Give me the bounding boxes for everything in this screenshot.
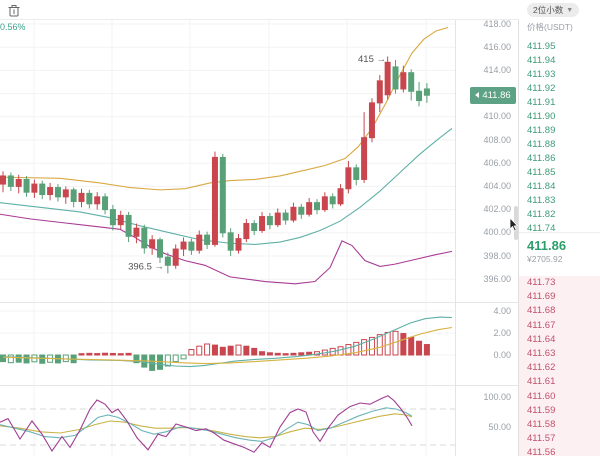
badge-price: 411.86 <box>482 89 511 101</box>
bid-row[interactable]: 411.58 <box>519 417 600 433</box>
current-price-block: 411.86 ¥2705.92 <box>519 232 600 276</box>
price-tick-label: 396.00 <box>483 273 511 284</box>
price-tick-label: 4.00 <box>493 305 511 316</box>
bid-row[interactable]: 411.57 <box>519 432 600 447</box>
price-tick-label: 418.00 <box>483 18 511 29</box>
ask-row[interactable]: 411.89 <box>527 125 556 136</box>
bid-row[interactable]: 411.63 <box>519 346 600 362</box>
asks-list: 411.95 411.94 411.93 411.92 411.91 411.90 411.… <box>519 40 600 236</box>
chart-toolbar <box>0 0 519 20</box>
price-tick-label: 0.00 <box>493 349 511 360</box>
ask-row[interactable]: 411.90 <box>527 111 556 122</box>
order-book-scrollbar[interactable] <box>514 206 518 240</box>
bid-row[interactable]: 411.69 <box>519 290 600 305</box>
price-tick-label: 410.00 <box>483 111 511 122</box>
price-tick-label: 404.00 <box>483 180 511 191</box>
ask-row[interactable]: 411.93 <box>527 69 556 80</box>
bid-row[interactable]: 411.64 <box>519 332 600 347</box>
price-tick-label: 402.00 <box>483 204 511 215</box>
ask-row[interactable]: 411.91 <box>527 97 556 108</box>
axis-separator <box>455 0 456 456</box>
decimals-dropdown[interactable]: 2位小数 ▼ <box>527 3 580 17</box>
current-price: 411.86 <box>527 238 567 253</box>
ask-row[interactable]: 411.88 <box>527 139 556 150</box>
price-tick-label: 100.00 <box>483 391 511 402</box>
price-tick-label: 414.00 <box>483 64 511 75</box>
bid-row[interactable]: 411.73 <box>519 276 600 291</box>
price-tick-label: 408.00 <box>483 134 511 145</box>
panel-separator <box>0 385 519 386</box>
ask-row[interactable]: 411.83 <box>527 195 556 206</box>
bid-row[interactable]: 411.60 <box>519 389 600 404</box>
bid-row[interactable]: 411.68 <box>519 304 600 319</box>
price-tick-label: 398.00 <box>483 250 511 261</box>
change-percent-label: 0.56% <box>0 22 26 32</box>
chart-annotation: 396.5 → <box>128 261 164 272</box>
delete-indicator-icon[interactable] <box>8 4 20 17</box>
bid-row[interactable]: 411.61 <box>519 375 600 390</box>
ask-row[interactable]: 411.94 <box>527 55 556 66</box>
current-price-cny: ¥2705.92 <box>527 254 563 264</box>
ask-row[interactable]: 411.74 <box>527 223 556 234</box>
bids-list: 411.73 411.69 411.68 411.67 411.64 411.63 411.… <box>519 276 600 456</box>
price-chart[interactable]: 415 → 396.5 → <box>0 0 456 456</box>
chart-annotation: 415 → <box>358 54 386 65</box>
order-book-header: 价格(USDT) <box>527 22 573 32</box>
current-price-badge: 411.86 <box>470 86 516 104</box>
ask-row[interactable]: 411.95 <box>527 41 556 52</box>
price-tick-label: 2.00 <box>493 327 511 338</box>
price-tick-label: 50.00 <box>488 421 511 432</box>
panel-separator <box>0 302 519 303</box>
ask-row[interactable]: 411.85 <box>527 167 556 178</box>
bid-row[interactable]: 411.56 <box>519 446 600 456</box>
ask-row[interactable]: 411.92 <box>527 83 556 94</box>
ask-row[interactable]: 411.84 <box>527 181 556 192</box>
orderbook-separator <box>518 0 519 456</box>
ask-row[interactable]: 411.82 <box>527 209 556 220</box>
mouse-cursor <box>509 218 519 232</box>
ask-row[interactable]: 411.86 <box>527 153 556 164</box>
price-tick-label: 400.00 <box>483 227 511 238</box>
price-tick-label: 406.00 <box>483 157 511 168</box>
badge-pointer-icon <box>475 92 480 99</box>
order-book-panel: 2位小数 ▼ 价格(USDT) 411.95 411.94 411.93 411.92… <box>519 0 600 456</box>
chevron-down-icon: ▼ <box>566 6 574 14</box>
bid-row[interactable]: 411.62 <box>519 361 600 376</box>
bid-row[interactable]: 411.67 <box>519 318 600 333</box>
decimals-label: 2位小数 <box>533 5 564 15</box>
price-tick-label: 416.00 <box>483 41 511 52</box>
price-axis[interactable]: 411.86 418.00 416.00 414.00 410.00 408.00 406… <box>456 0 518 456</box>
bid-row[interactable]: 411.59 <box>519 403 600 418</box>
